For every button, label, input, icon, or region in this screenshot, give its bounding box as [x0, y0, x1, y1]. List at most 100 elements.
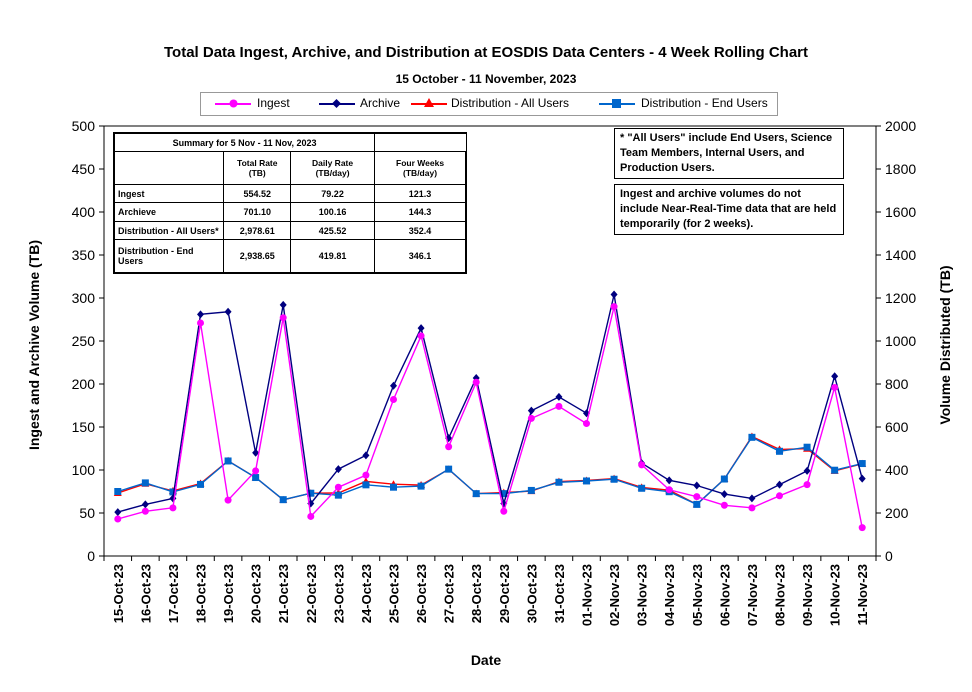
point-archive: [114, 508, 122, 517]
point-ingest: [307, 512, 315, 520]
point-archive: [141, 500, 149, 509]
x-tick-label: 09-Nov-23: [800, 564, 815, 626]
x-tick-label: 15-Oct-23: [111, 564, 126, 623]
point-archive: [858, 474, 866, 483]
x-tick-label: 08-Nov-23: [773, 564, 788, 626]
summary-row: Distribution - All Users* 2,978.61 425.5…: [113, 220, 466, 241]
legend-label-archive: Archive: [360, 96, 401, 110]
point-distribution-end-users: [527, 486, 535, 494]
x-axis-title: Date: [470, 652, 502, 668]
point-ingest: [858, 524, 866, 532]
point-archive: [252, 448, 260, 457]
point-distribution-end-users: [500, 490, 508, 498]
chart-subtitle: 15 October - 11 November, 2023: [395, 72, 577, 86]
point-archive: [748, 494, 756, 503]
x-tick-label: 17-Oct-23: [166, 564, 181, 623]
point-ingest: [417, 332, 425, 340]
legend-marker-ingest: [229, 99, 238, 108]
point-distribution-end-users: [720, 475, 728, 483]
point-distribution-end-users: [583, 477, 590, 485]
point-distribution-end-users: [224, 457, 232, 465]
point-distribution-end-users: [693, 500, 701, 508]
x-tick-label: 24-Oct-23: [359, 564, 374, 623]
point-distribution-end-users: [417, 482, 425, 490]
point-ingest: [362, 471, 370, 479]
point-ingest: [500, 507, 508, 515]
y-tick-label-left: 500: [72, 118, 96, 134]
point-archive: [555, 392, 563, 401]
point-ingest: [279, 314, 287, 322]
point-distribution-end-users: [279, 496, 287, 504]
point-distribution-end-users: [555, 478, 563, 486]
point-archive: [390, 381, 397, 390]
x-tick-label: 28-Oct-23: [469, 564, 484, 623]
x-tick-label: 18-Oct-23: [194, 564, 209, 623]
point-archive: [610, 290, 618, 299]
x-tick-label: 03-Nov-23: [635, 564, 650, 626]
point-archive: [776, 480, 783, 489]
x-tick-label: 05-Nov-23: [690, 564, 705, 626]
point-distribution-end-users: [831, 466, 839, 474]
point-distribution-end-users: [141, 479, 149, 487]
point-ingest: [583, 420, 590, 428]
point-distribution-end-users: [252, 474, 260, 482]
legend-label-distribution-all: Distribution - All Users: [451, 96, 570, 110]
point-archive: [693, 481, 701, 490]
x-tick-label: 22-Oct-23: [304, 564, 319, 623]
y-tick-label-left: 350: [72, 247, 96, 263]
point-archive: [803, 466, 811, 475]
x-tick-label: 11-Nov-23: [855, 564, 870, 625]
point-distribution-end-users: [776, 447, 783, 455]
point-ingest: [720, 501, 728, 509]
point-ingest: [638, 461, 646, 469]
point-ingest: [693, 493, 701, 501]
point-distribution-end-users: [610, 475, 618, 483]
point-ingest: [610, 303, 618, 311]
x-tick-label: 26-Oct-23: [414, 564, 429, 623]
point-distribution-end-users: [334, 491, 342, 499]
point-ingest: [197, 319, 204, 327]
series-line-ingest: [117, 306, 863, 528]
legend-label-ingest: Ingest: [257, 96, 290, 110]
summary-row: Distribution - End Users 2,938.65 419.81…: [113, 239, 466, 273]
x-tick-label: 21-Oct-23: [276, 564, 291, 623]
point-distribution-end-users: [307, 489, 315, 497]
y-axis-title-right: Volume Distributed (TB): [937, 265, 953, 425]
summary-row: Archieve 701.10 100.16 144.3: [113, 202, 466, 222]
point-distribution-end-users: [445, 465, 453, 473]
y-tick-label-right: 2000: [885, 118, 916, 134]
y-tick-label-right: 1800: [885, 161, 916, 177]
y-tick-label-right: 1400: [885, 247, 916, 263]
summary-table: Summary for 5 Nov - 11 Nov, 2023 Total R…: [113, 132, 467, 274]
summary-caption: Summary for 5 Nov - 11 Nov, 2023: [113, 132, 376, 153]
point-ingest: [390, 395, 397, 403]
point-distribution-end-users: [858, 460, 866, 468]
point-distribution-end-users: [748, 433, 756, 441]
x-tick-label: 23-Oct-23: [331, 564, 346, 623]
point-archive: [197, 310, 204, 319]
point-ingest: [141, 507, 149, 515]
y-tick-label-left: 50: [79, 505, 95, 521]
point-archive: [417, 324, 425, 333]
x-tick-label: 29-Oct-23: [497, 564, 512, 623]
y-tick-label-right: 1200: [885, 290, 916, 306]
y-tick-label-left: 300: [72, 290, 96, 306]
legend-marker-archive: [332, 99, 341, 108]
summary-header-total: Total Rate (TB): [223, 151, 292, 186]
point-ingest: [445, 443, 453, 451]
point-ingest: [803, 481, 811, 489]
y-tick-label-left: 200: [72, 376, 96, 392]
point-archive: [279, 300, 287, 309]
point-distribution-end-users: [803, 443, 811, 451]
point-distribution-end-users: [390, 483, 397, 491]
x-tick-label: 27-Oct-23: [442, 564, 457, 623]
legend-marker-distribution-end: [612, 99, 621, 108]
note-near-real-time: Ingest and archive volumes do not includ…: [614, 184, 844, 235]
point-distribution-end-users: [114, 488, 122, 495]
y-tick-label-left: 0: [87, 548, 95, 564]
y-tick-label-right: 800: [885, 376, 909, 392]
x-tick-label: 20-Oct-23: [249, 564, 264, 623]
x-tick-label: 19-Oct-23: [221, 564, 236, 623]
summary-header-four-weeks: Four Weeks (TB/day): [374, 151, 466, 186]
point-distribution-end-users: [362, 481, 370, 489]
